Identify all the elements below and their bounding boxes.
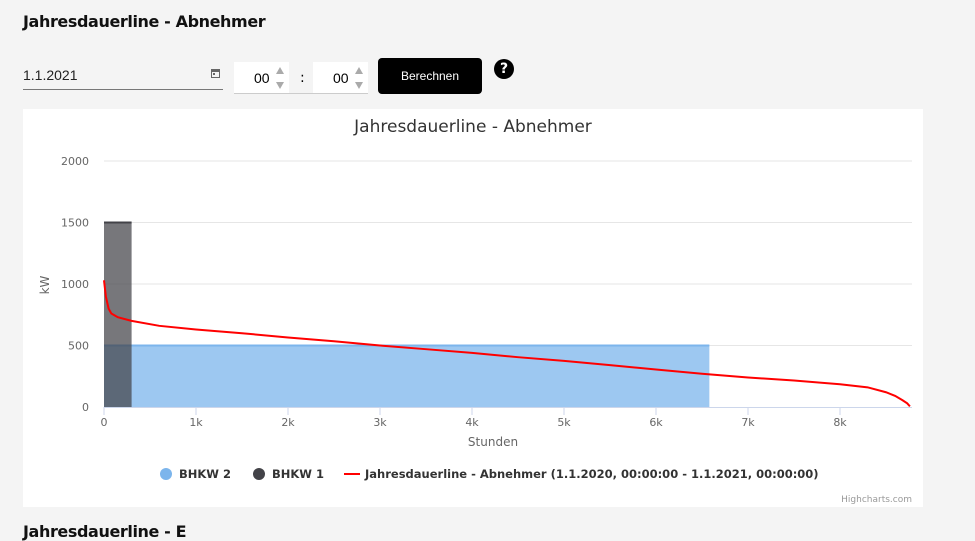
minute-decrement-icon[interactable] — [355, 82, 363, 89]
y-tick-label: 1000 — [61, 278, 89, 291]
x-tick-label: 2k — [281, 416, 295, 429]
x-tick-label: 3k — [373, 416, 387, 429]
hour-input[interactable]: 00 — [234, 62, 289, 93]
help-icon[interactable]: ? — [494, 59, 514, 79]
hour-increment-icon[interactable] — [276, 67, 284, 74]
legend-item[interactable]: BHKW 1 — [272, 467, 324, 481]
x-tick-label: 4k — [465, 416, 479, 429]
date-input[interactable]: 1.1.2021 — [23, 64, 223, 90]
y-axis-label: kW — [38, 275, 52, 294]
x-tick-label: 5k — [557, 416, 571, 429]
chart-title: Jahresdauerline - Abnehmer — [353, 117, 592, 137]
minute-value: 00 — [333, 70, 349, 86]
series-line-jahresdauerline — [103, 280, 911, 408]
time-separator: : — [300, 70, 305, 86]
x-tick-label: 0 — [101, 416, 108, 429]
minute-input[interactable]: 00 — [313, 62, 368, 93]
credits-link[interactable]: Highcharts.com — [841, 495, 912, 505]
legend-marker[interactable] — [253, 468, 265, 480]
next-section-heading: Jahresdauerline - E — [23, 522, 187, 541]
minute-increment-icon[interactable] — [355, 67, 363, 74]
x-axis-label: Stunden — [468, 435, 518, 449]
hour-value: 00 — [254, 70, 270, 86]
y-tick-label: 1500 — [61, 217, 89, 230]
legend-marker[interactable] — [160, 468, 172, 480]
page-heading: Jahresdauerline - Abnehmer — [23, 12, 266, 31]
x-tick-label: 1k — [189, 416, 203, 429]
hour-decrement-icon[interactable] — [276, 82, 284, 89]
date-value: 1.1.2021 — [23, 67, 78, 83]
calendar-icon[interactable] — [211, 69, 220, 78]
y-tick-label: 0 — [82, 401, 89, 414]
time-underline — [234, 93, 368, 94]
y-tick-label: 500 — [68, 340, 89, 353]
area-bhkw-2 — [104, 345, 710, 407]
x-tick-label: 7k — [741, 416, 755, 429]
legend-item[interactable]: Jahresdauerline - Abnehmer (1.1.2020, 00… — [364, 467, 819, 481]
chart-container: Jahresdauerline - Abnehmer 0 500 1000 1500 2… — [23, 109, 923, 507]
calculate-button[interactable]: Berechnen — [378, 58, 482, 94]
x-tick-label: 8k — [833, 416, 847, 429]
area-bhkw-1 — [104, 222, 132, 407]
y-tick-label: 2000 — [61, 155, 89, 168]
chart-svg: Jahresdauerline - Abnehmer 0 500 1000 1500 2… — [38, 117, 912, 505]
legend-item[interactable]: BHKW 2 — [179, 467, 231, 481]
x-tick-label: 6k — [649, 416, 663, 429]
